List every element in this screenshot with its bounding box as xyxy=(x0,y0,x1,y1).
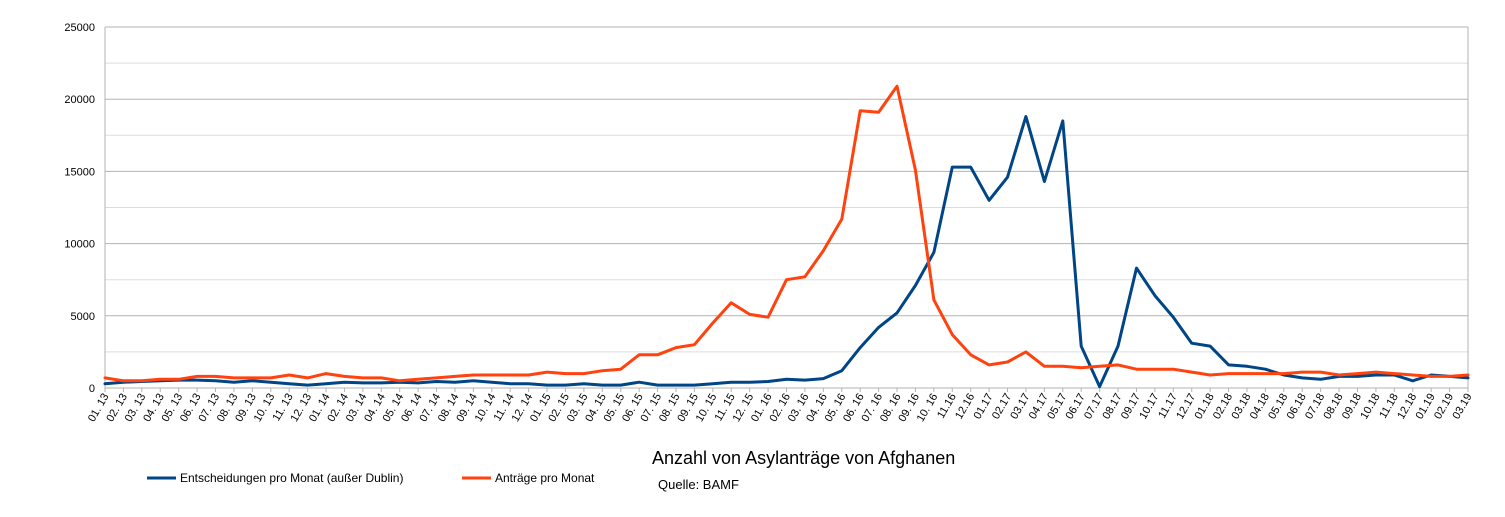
y-tick-label: 15000 xyxy=(64,166,95,178)
y-tick-label: 10000 xyxy=(64,239,95,251)
y-tick-labels: 0 5000 10000 15000 20000 25000 xyxy=(64,22,95,395)
series-line-1 xyxy=(103,84,1470,383)
y-tick-label: 20000 xyxy=(64,94,95,106)
y-tick-label: 0 xyxy=(89,383,95,395)
legend-label-entscheidungen: Entscheidungen pro Monat (außer Dublin) xyxy=(180,471,403,485)
series-lines xyxy=(103,84,1470,389)
x-tick-label: 03.19 xyxy=(1450,392,1474,422)
y-tick-label: 25000 xyxy=(64,22,95,34)
gridlines xyxy=(105,26,1468,389)
x-tick-label: 10.18 xyxy=(1358,392,1382,422)
chart-source: Quelle: BAMF xyxy=(658,477,739,492)
legend-label-antraege: Anträge pro Monat xyxy=(495,471,595,485)
series-line-0 xyxy=(103,115,1470,389)
y-tick-label: 5000 xyxy=(71,311,95,323)
chart-title: Anzahl von Asylanträge von Afghanen xyxy=(652,448,955,468)
x-tick-label: 10.17 xyxy=(1137,392,1161,422)
axes xyxy=(104,27,1469,392)
legend: Entscheidungen pro Monat (außer Dublin) … xyxy=(147,471,595,485)
